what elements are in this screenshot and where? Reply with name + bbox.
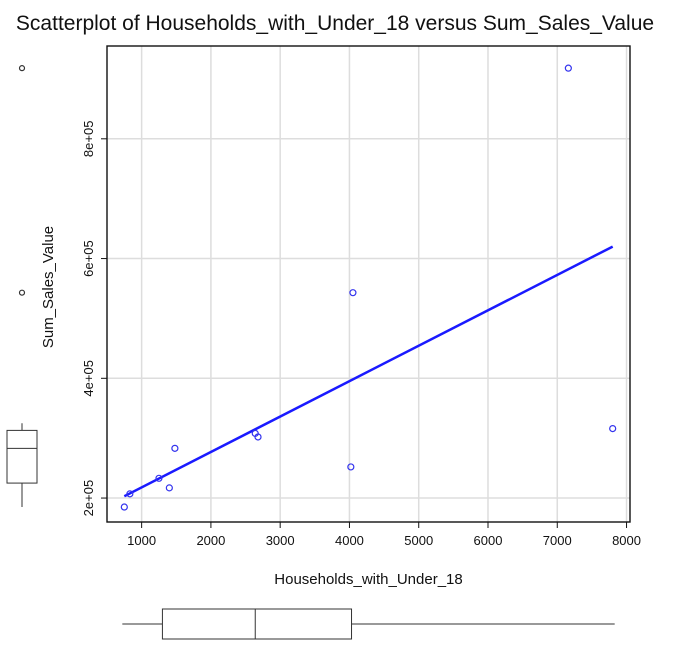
data-point (165, 484, 173, 492)
y-box-outlier (18, 289, 26, 296)
y-box-iqr (6, 429, 38, 484)
data-point (564, 64, 572, 72)
y-marginal-boxplot (6, 65, 38, 508)
y-tick-label: 8e+05 (81, 121, 96, 158)
x-tick-label: 3000 (266, 533, 295, 548)
x-axis-title: Households_with_Under_18 (274, 571, 462, 588)
data-point (120, 503, 128, 511)
x-tick-label: 5000 (404, 533, 433, 548)
y-axis: 2e+05 4e+05 6e+05 8e+05 (81, 121, 107, 517)
y-axis-title: Sum_Sales_Value (40, 226, 57, 348)
data-point (347, 463, 355, 471)
data-point (155, 474, 163, 482)
regression-line (123, 245, 614, 498)
y-tick-label: 4e+05 (81, 360, 96, 397)
y-tick-label: 6e+05 (81, 240, 96, 277)
x-tick-label: 1000 (127, 533, 156, 548)
data-point (254, 433, 262, 441)
x-tick-label: 6000 (474, 533, 503, 548)
data-point (609, 424, 617, 433)
x-tick-label: 2000 (196, 533, 225, 548)
grid-lines (107, 46, 630, 522)
x-axis: 1000 2000 3000 4000 5000 6000 7000 8000 (127, 522, 641, 548)
x-tick-label: 4000 (335, 533, 364, 548)
x-box-iqr (161, 608, 353, 640)
x-marginal-boxplot (122, 608, 615, 640)
chart-title: Scatterplot of Households_with_Under_18 … (16, 12, 654, 35)
data-point (171, 444, 179, 452)
y-box-outlier (18, 65, 26, 72)
y-tick-label: 2e+05 (81, 480, 96, 517)
data-point (126, 490, 134, 498)
data-points (120, 64, 617, 511)
x-tick-label: 8000 (612, 533, 641, 548)
x-tick-label: 7000 (543, 533, 572, 548)
plot-frame (106, 45, 631, 523)
data-point (349, 289, 357, 297)
regression-line-group (123, 245, 614, 498)
